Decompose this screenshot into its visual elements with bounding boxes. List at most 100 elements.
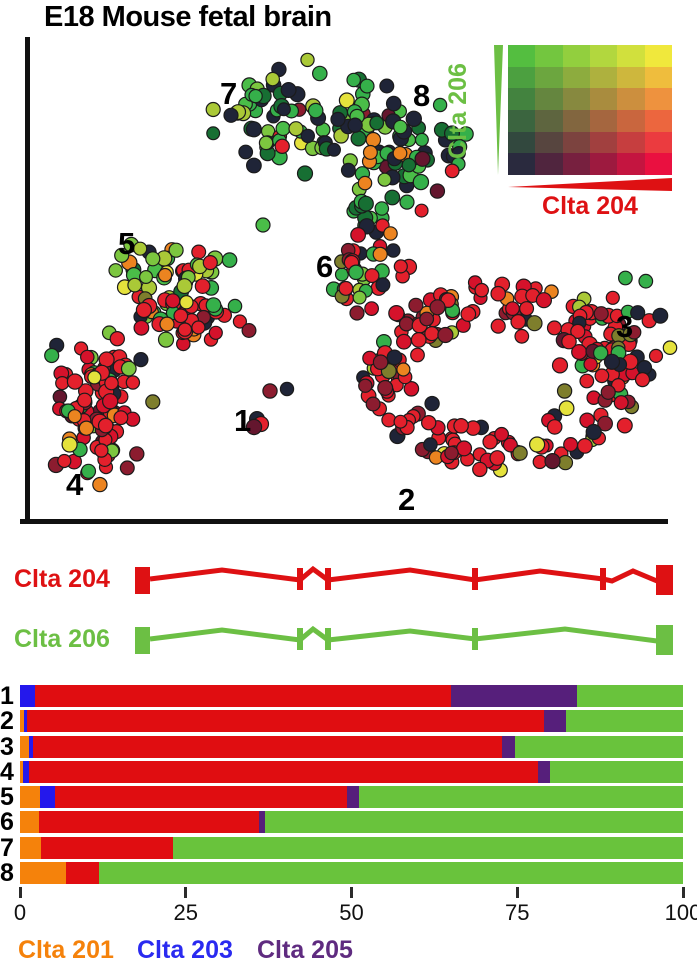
cell-dot: [377, 379, 394, 396]
cell-dot: [374, 201, 390, 216]
cluster-label-7: 7: [220, 76, 238, 111]
cell-dot: [357, 195, 374, 212]
cell-dot: [206, 126, 221, 141]
cell-dot: [133, 319, 150, 336]
bar-row-3: [20, 735, 683, 758]
cell-dot: [127, 277, 143, 293]
bar-segment-clta-206: [98, 862, 683, 885]
bar-segment-clta-206: [566, 710, 683, 733]
cell-dot: [603, 353, 621, 370]
legend-grid-cell: [508, 153, 536, 175]
cell-dot: [502, 437, 518, 453]
legend-grid-cell: [617, 153, 645, 175]
cell-dot: [618, 270, 633, 286]
bar-row-6: [20, 811, 683, 834]
cell-dot: [145, 394, 161, 410]
cluster-label-4: 4: [66, 467, 84, 502]
cell-dot: [546, 419, 563, 435]
cell-dot: [396, 362, 411, 377]
bar-segment-clta-201: [20, 862, 66, 885]
cell-dot: [482, 434, 498, 450]
cell-dot: [238, 144, 254, 160]
green-wedge-icon: [494, 45, 503, 175]
cell-dot: [94, 443, 109, 458]
exon-tick: [297, 628, 303, 650]
legend-item-clta-205: Clta 205: [257, 936, 353, 964]
cell-dot: [307, 102, 324, 119]
cell-dot: [311, 65, 328, 82]
cell-dot: [80, 463, 97, 479]
cell-dot: [583, 357, 598, 372]
bar-row-5: [20, 786, 683, 809]
cell-dot: [61, 436, 78, 453]
cell-dot: [414, 132, 429, 147]
cell-dot: [101, 393, 119, 410]
cell-dot: [408, 297, 424, 313]
cluster-label-6: 6: [316, 249, 334, 284]
cell-dot: [489, 450, 506, 466]
cell-dot: [352, 290, 367, 305]
cell-dot: [424, 326, 440, 342]
cell-dot: [613, 395, 629, 411]
cell-dot: [514, 328, 530, 344]
isoform-label-clta206: Clta 206: [14, 625, 110, 653]
cell-dot: [362, 144, 378, 160]
bar-segment-clta-203: [39, 786, 56, 809]
cell-dot: [340, 162, 356, 178]
cell-dot: [125, 375, 141, 390]
cell-dot: [399, 194, 415, 210]
cell-dot: [365, 396, 381, 412]
bar-category-label-6: 6: [0, 808, 14, 837]
legend-grid-cell: [617, 88, 645, 110]
legend-grid-cell: [508, 131, 536, 154]
cell-dot: [393, 259, 408, 274]
cell-dot: [460, 306, 477, 323]
bar-category-label-5: 5: [0, 783, 14, 812]
cell-dot: [76, 392, 93, 408]
cell-dot: [546, 320, 562, 336]
cell-dot: [570, 323, 586, 339]
cell-dot: [379, 78, 395, 94]
cell-dot: [194, 278, 211, 295]
cell-dot: [414, 203, 429, 218]
bar-segment-clta-205: [450, 685, 577, 707]
cell-dot: [364, 268, 380, 284]
legend-grid-cell: [590, 66, 618, 89]
bar-segment-clta-201: [20, 811, 39, 834]
terminal-exon-box: [135, 567, 150, 594]
cell-dot: [384, 189, 401, 206]
cell-dot: [365, 131, 382, 148]
cell-dot: [519, 301, 535, 317]
bar-segment-clta-204: [55, 786, 347, 809]
cell-dot: [556, 383, 573, 399]
cell-dot: [563, 437, 579, 453]
legend-x-axis-label: Clta 204: [542, 192, 638, 220]
cell-dot: [274, 138, 290, 154]
cell-dot: [383, 226, 398, 241]
legend-grid-cell: [617, 109, 645, 132]
legend-grid-cell: [535, 131, 563, 154]
cell-dot: [405, 110, 422, 128]
cell-dot: [386, 349, 403, 366]
legend-grid-cell: [508, 45, 536, 67]
bar-segment-clta-201: [20, 710, 24, 733]
cell-dot: [300, 128, 315, 144]
bar-category-label-7: 7: [0, 833, 14, 862]
cell-dot: [388, 305, 405, 322]
isoform-label-clta204: Clta 204: [14, 565, 110, 593]
bar-segment-clta-206: [173, 836, 683, 859]
cell-dot: [108, 263, 123, 278]
cell-dot: [429, 299, 446, 316]
cell-dot: [114, 247, 130, 263]
cell-dot: [561, 333, 577, 350]
cell-dot: [410, 347, 425, 363]
bar-segment-clta-201: [20, 786, 40, 809]
cell-dot: [145, 251, 161, 267]
cell-dot: [157, 331, 175, 348]
page-title: E18 Mouse fetal brain: [44, 1, 332, 33]
cell-dot: [349, 305, 365, 321]
cell-dot: [456, 440, 473, 457]
legend-grid-cell: [535, 153, 563, 175]
